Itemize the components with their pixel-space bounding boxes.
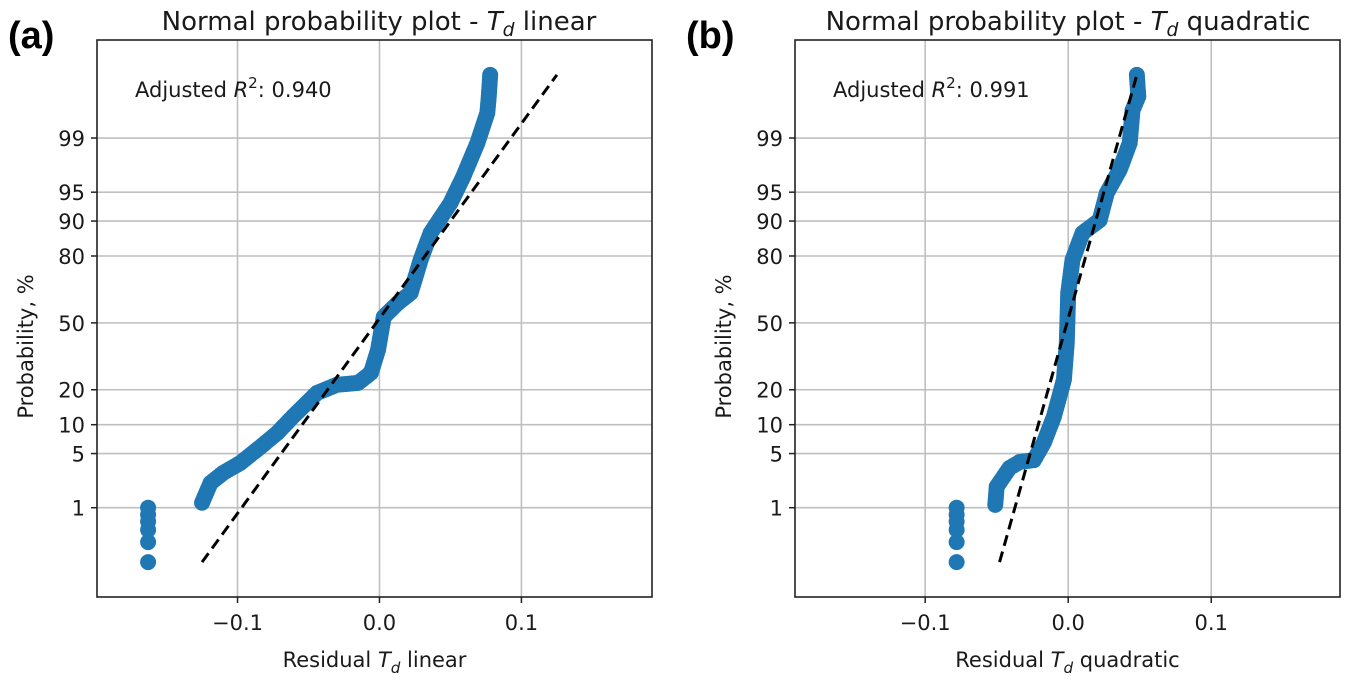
y-tick-label: 99: [756, 127, 783, 151]
y-tick-label: 10: [756, 414, 783, 438]
text-part: Normal probability plot -: [162, 7, 487, 37]
data-point: [948, 534, 965, 551]
text-var: R: [932, 78, 947, 102]
text-sup: 2: [946, 74, 956, 92]
y-axis-label: Probability, %: [712, 274, 736, 418]
text-var: R: [234, 78, 249, 102]
y-tick-label: 90: [756, 210, 783, 234]
x-tick-label: −0.1: [212, 611, 263, 635]
y-tick-label: 10: [58, 414, 85, 438]
chart-title: Normal probability plot - Td quadratic: [826, 7, 1311, 41]
text-sub: d: [1167, 20, 1179, 41]
x-tick-label: 0.1: [1195, 611, 1228, 635]
y-tick-label: 5: [72, 443, 85, 467]
fit-line: [200, 73, 559, 564]
x-axis-label: Residual Td linear: [283, 648, 467, 677]
y-tick-label: 1: [770, 497, 783, 521]
adjusted-r2-annotation: Adjusted R2: 0.940: [135, 74, 332, 102]
x-axis-label: Residual Td quadratic: [955, 648, 1179, 677]
data-point: [482, 66, 499, 83]
text-sup: 2: [248, 74, 258, 92]
text-part: Normal probability plot -: [826, 7, 1151, 37]
x-tick-label: −0.1: [900, 611, 951, 635]
text-part: : 0.940: [258, 78, 332, 102]
panel-label: (b): [686, 15, 735, 57]
x-tick-label: 0.1: [505, 611, 538, 635]
text-part: Adjusted: [833, 78, 932, 102]
text-part: quadratic: [1073, 648, 1180, 672]
data-point: [1128, 66, 1145, 83]
panel-a: −0.1 0.0 0.1 1 5 10 20 50 80 90 95 99 Adjusted R2: 0…: [8, 7, 653, 677]
data-point: [140, 499, 157, 516]
panel-b: −0.1 0.0 0.1 1 5 10 20 50 80 90 95 99 Adjusted R2: 0…: [686, 7, 1341, 677]
data-point: [140, 554, 157, 571]
text-part: linear: [515, 7, 597, 37]
text-part: Adjusted: [135, 78, 234, 102]
text-var: T: [1151, 7, 1169, 37]
text-var: T: [1051, 648, 1066, 672]
text-sub: d: [391, 659, 401, 677]
text-part: linear: [400, 648, 466, 672]
y-axis-label: Probability, %: [14, 274, 38, 418]
text-sub: d: [503, 20, 515, 41]
plot-frame: [794, 39, 1341, 598]
plot-frame: [96, 39, 653, 598]
adjusted-r2-annotation: Adjusted R2: 0.991: [833, 74, 1030, 102]
y-tick-label: 80: [756, 245, 783, 269]
y-tick-label: 95: [58, 181, 85, 205]
y-tick-label: 99: [58, 127, 85, 151]
data-point: [948, 499, 965, 516]
y-tick-label: 95: [756, 181, 783, 205]
chart-title: Normal probability plot - Td linear: [162, 7, 597, 41]
text-var: T: [487, 7, 505, 37]
text-sub: d: [1063, 659, 1073, 677]
y-tick-label: 1: [72, 497, 85, 521]
y-tick-label: 50: [756, 312, 783, 336]
text-part: Residual: [955, 648, 1050, 672]
text-var: T: [378, 648, 393, 672]
y-tick-label: 80: [58, 245, 85, 269]
x-tick-label: 0.0: [1052, 611, 1085, 635]
text-part: quadratic: [1178, 7, 1310, 37]
y-tick-label: 50: [58, 312, 85, 336]
y-tick-label: 20: [58, 379, 85, 403]
data-point: [140, 534, 157, 551]
y-tick-label: 90: [58, 210, 85, 234]
y-tick-label: 5: [770, 443, 783, 467]
text-part: Residual: [283, 648, 378, 672]
y-tick-label: 20: [756, 379, 783, 403]
data-point: [948, 554, 965, 571]
text-part: : 0.991: [956, 78, 1030, 102]
x-tick-label: 0.0: [363, 611, 396, 635]
panel-label: (a): [8, 15, 54, 57]
